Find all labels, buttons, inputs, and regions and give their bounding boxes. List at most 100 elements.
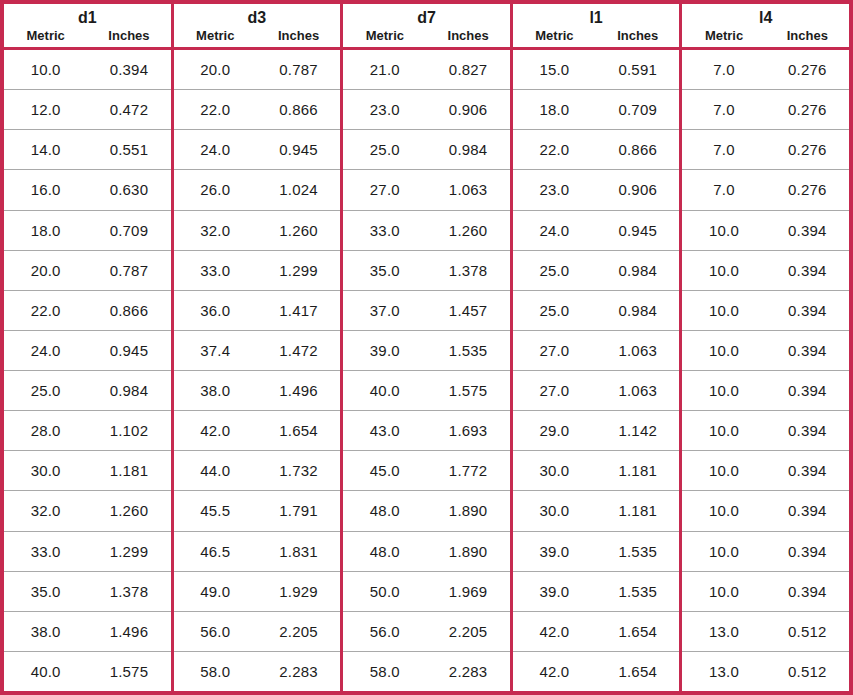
metric-value: 24.0 xyxy=(4,342,87,359)
table-row: 45.01.772 xyxy=(343,450,510,490)
inches-value: 1.417 xyxy=(257,302,340,319)
inches-value: 1.575 xyxy=(87,663,170,680)
inches-value: 0.394 xyxy=(766,302,849,319)
column-group-title: l4 xyxy=(682,8,849,27)
metric-value: 10.0 xyxy=(682,302,765,319)
metric-value: 49.0 xyxy=(174,583,257,600)
metric-value: 58.0 xyxy=(343,663,426,680)
inches-value: 0.394 xyxy=(766,543,849,560)
metric-value: 12.0 xyxy=(4,101,87,118)
metric-value: 10.0 xyxy=(682,262,765,279)
metric-value: 45.5 xyxy=(174,502,257,519)
metric-value: 10.0 xyxy=(682,543,765,560)
inches-value: 0.945 xyxy=(257,141,340,158)
inches-value: 1.654 xyxy=(596,623,679,640)
table-row: 12.00.472 xyxy=(4,89,171,129)
column-group-header: d3 MetricInches xyxy=(174,4,341,50)
table-row: 48.01.890 xyxy=(343,490,510,530)
table-row: 10.00.394 xyxy=(682,410,849,450)
column-group-header: d7 MetricInches xyxy=(343,4,510,50)
table-row: 39.01.535 xyxy=(513,531,680,571)
metric-value: 25.0 xyxy=(513,302,596,319)
page: d1 MetricInches 10.00.39412.00.47214.00.… xyxy=(0,0,853,695)
metric-value: 56.0 xyxy=(343,623,426,640)
inches-value: 2.205 xyxy=(257,623,340,640)
inches-value: 1.181 xyxy=(596,462,679,479)
metric-value: 24.0 xyxy=(513,222,596,239)
table-row: 20.00.787 xyxy=(4,250,171,290)
metric-value: 20.0 xyxy=(174,61,257,78)
table-row: 37.01.457 xyxy=(343,290,510,330)
table-row: 10.00.394 xyxy=(682,571,849,611)
table-row: 10.00.394 xyxy=(682,250,849,290)
inches-value: 1.791 xyxy=(257,502,340,519)
column-group-d3: d3 MetricInches 20.00.78722.00.86624.00.… xyxy=(174,4,344,691)
inches-value: 1.535 xyxy=(426,342,509,359)
metric-value: 39.0 xyxy=(513,543,596,560)
metric-value: 7.0 xyxy=(682,101,765,118)
column-group-d7: d7 MetricInches 21.00.82723.00.90625.00.… xyxy=(343,4,513,691)
table-row: 10.00.394 xyxy=(682,450,849,490)
column-group-title: d7 xyxy=(343,8,510,27)
metric-value: 10.0 xyxy=(682,502,765,519)
inches-value: 1.831 xyxy=(257,543,340,560)
table-row: 23.00.906 xyxy=(513,169,680,209)
inches-value: 0.394 xyxy=(766,502,849,519)
table-row: 22.00.866 xyxy=(513,129,680,169)
metric-value: 27.0 xyxy=(513,342,596,359)
table-row: 39.01.535 xyxy=(343,330,510,370)
table-row: 28.01.102 xyxy=(4,410,171,450)
inches-value: 0.630 xyxy=(87,181,170,198)
inches-value: 1.496 xyxy=(87,623,170,640)
dimension-conversion-table: d1 MetricInches 10.00.39412.00.47214.00.… xyxy=(0,0,853,695)
metric-value: 46.5 xyxy=(174,543,257,560)
metric-value: 24.0 xyxy=(174,141,257,158)
inches-value: 1.063 xyxy=(426,181,509,198)
metric-value: 42.0 xyxy=(174,422,257,439)
column-group-header: l4 MetricInches xyxy=(682,4,849,50)
inches-value: 1.772 xyxy=(426,462,509,479)
table-row: 58.02.283 xyxy=(174,651,341,691)
table-row: 38.01.496 xyxy=(174,370,341,410)
metric-value: 25.0 xyxy=(343,141,426,158)
table-row: 25.00.984 xyxy=(513,250,680,290)
metric-value: 10.0 xyxy=(682,342,765,359)
subheader-row: MetricInches xyxy=(513,28,680,44)
inches-value: 0.591 xyxy=(596,61,679,78)
subheader-metric: Metric xyxy=(513,28,596,44)
table-row: 15.00.591 xyxy=(513,50,680,89)
inches-value: 2.283 xyxy=(257,663,340,680)
inches-value: 1.890 xyxy=(426,543,509,560)
inches-value: 1.732 xyxy=(257,462,340,479)
table-row: 10.00.394 xyxy=(682,290,849,330)
metric-value: 50.0 xyxy=(343,583,426,600)
inches-value: 1.457 xyxy=(426,302,509,319)
metric-value: 38.0 xyxy=(174,382,257,399)
metric-value: 14.0 xyxy=(4,141,87,158)
table-row: 7.00.276 xyxy=(682,89,849,129)
table-row: 58.02.283 xyxy=(343,651,510,691)
column-group-body: 7.00.2767.00.2767.00.2767.00.27610.00.39… xyxy=(682,50,849,691)
table-row: 42.01.654 xyxy=(513,651,680,691)
table-row: 43.01.693 xyxy=(343,410,510,450)
metric-value: 33.0 xyxy=(4,543,87,560)
table-row: 46.51.831 xyxy=(174,531,341,571)
table-row: 30.01.181 xyxy=(513,450,680,490)
inches-value: 1.693 xyxy=(426,422,509,439)
table-row: 18.00.709 xyxy=(513,89,680,129)
metric-value: 7.0 xyxy=(682,181,765,198)
inches-value: 0.945 xyxy=(87,342,170,359)
table-row: 21.00.827 xyxy=(343,50,510,89)
metric-value: 26.0 xyxy=(174,181,257,198)
metric-value: 15.0 xyxy=(513,61,596,78)
table-row: 27.01.063 xyxy=(513,370,680,410)
metric-value: 37.0 xyxy=(343,302,426,319)
metric-value: 30.0 xyxy=(4,462,87,479)
metric-value: 10.0 xyxy=(682,382,765,399)
metric-value: 10.0 xyxy=(682,583,765,600)
inches-value: 0.984 xyxy=(596,262,679,279)
inches-value: 0.394 xyxy=(766,262,849,279)
inches-value: 0.906 xyxy=(426,101,509,118)
inches-value: 1.260 xyxy=(426,222,509,239)
inches-value: 0.276 xyxy=(766,181,849,198)
